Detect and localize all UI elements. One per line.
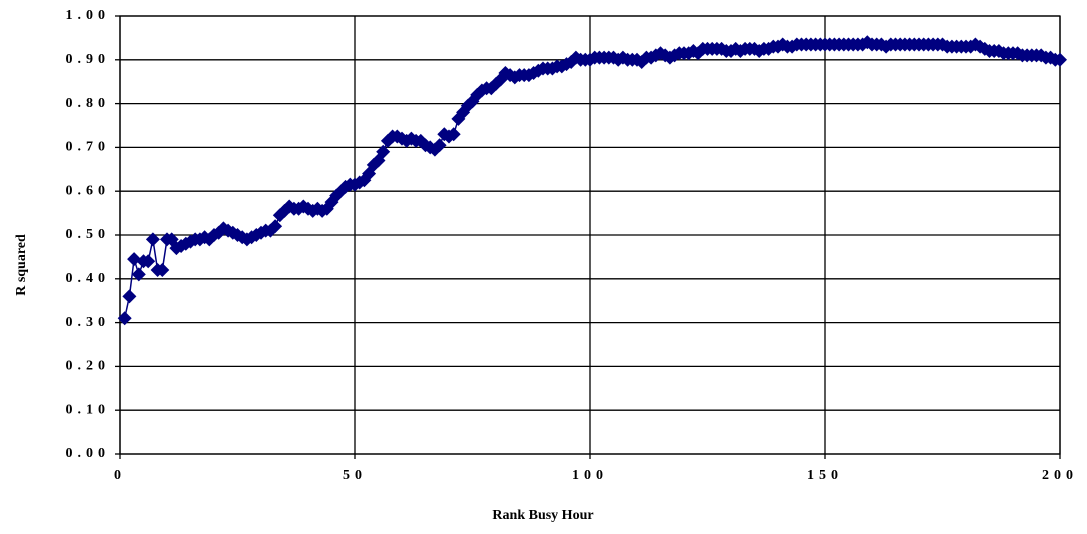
data-point: [1053, 52, 1067, 67]
y-tick-label: 0.30: [66, 315, 111, 330]
data-point: [155, 263, 170, 278]
y-tick-label: 0.00: [66, 446, 111, 461]
y-tick-label: 0.60: [66, 183, 111, 198]
x-tick-label: 100: [572, 468, 608, 483]
y-tick-label: 1.00: [66, 8, 111, 23]
data-point: [127, 252, 142, 267]
data-point: [145, 232, 160, 247]
data-point: [268, 219, 283, 234]
x-axis-label: Rank Busy Hour: [492, 508, 593, 523]
y-tick-label: 0.20: [66, 359, 111, 374]
data-point: [432, 138, 447, 153]
y-tick-label: 0.80: [66, 96, 111, 111]
y-tick-label: 0.50: [66, 227, 111, 242]
x-tick-label: 200: [1042, 468, 1078, 483]
y-tick-label: 0.90: [66, 52, 111, 67]
data-point: [131, 267, 146, 282]
data-point: [117, 311, 132, 326]
x-tick-label: 50: [343, 468, 367, 483]
y-tick-label: 0.10: [66, 402, 111, 417]
data-point: [446, 127, 461, 142]
x-tick-label: 150: [807, 468, 843, 483]
y-tick-label: 0.70: [66, 140, 111, 155]
y-tick-label: 0.40: [66, 271, 111, 286]
data-point: [376, 144, 391, 159]
y-axis-label: R squared: [14, 234, 29, 296]
data-point: [122, 289, 137, 304]
x-tick-label: 0: [114, 468, 126, 483]
data-point: [141, 254, 156, 269]
